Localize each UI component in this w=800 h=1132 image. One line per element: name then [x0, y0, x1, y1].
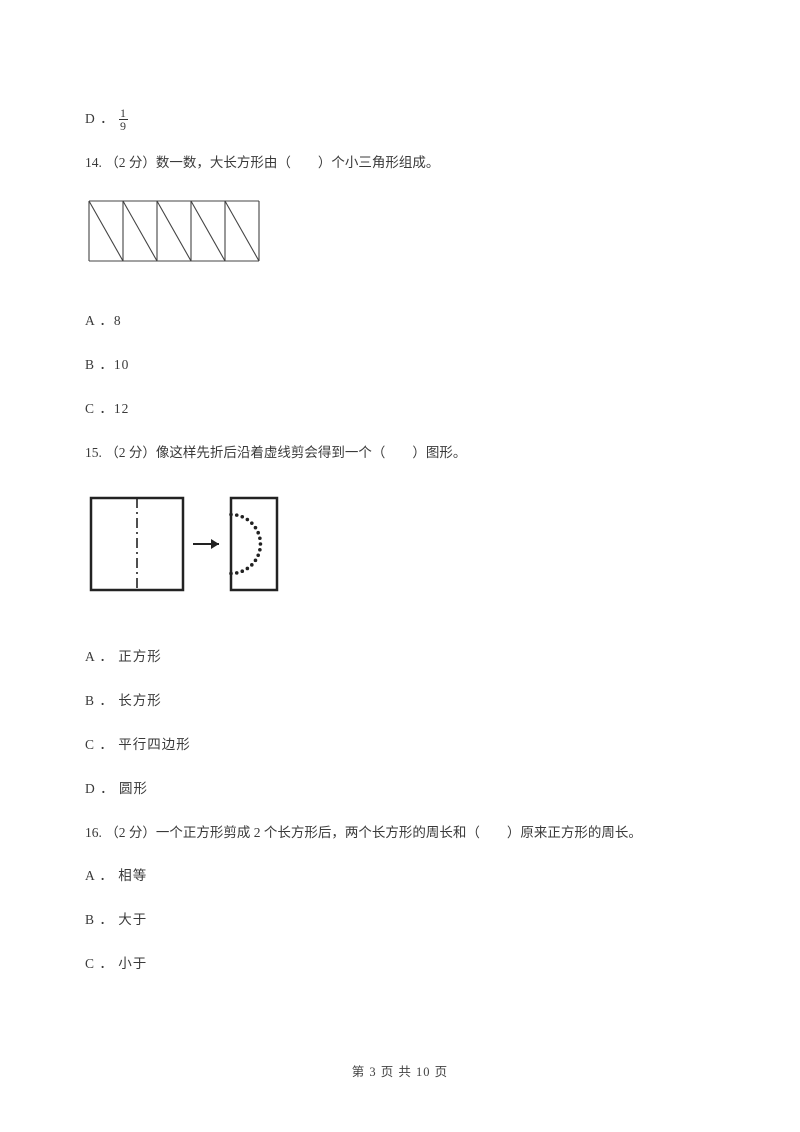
fraction-denominator: 9	[119, 120, 128, 132]
q14-option-c: C ．12	[85, 390, 715, 428]
q16-option-a: A ． 相等	[85, 857, 715, 895]
q15-option-b: B ． 长方形	[85, 682, 715, 720]
q15-figure	[85, 488, 715, 615]
q15-option-a: A ． 正方形	[85, 638, 715, 676]
option-d-prefix: D ．	[85, 111, 115, 126]
q15-option-c: C ． 平行四边形	[85, 726, 715, 764]
q14-figure	[85, 198, 715, 279]
fraction-1-9: 1 9	[119, 107, 128, 132]
page-footer: 第 3 页 共 10 页	[0, 1055, 800, 1090]
q14-option-a: A ．8	[85, 302, 715, 340]
q15-fold-svg	[85, 488, 305, 600]
prev-q-option-d: D ． 1 9	[85, 100, 715, 138]
q15-stem: 15. （2 分）像这样先折后沿着虚线剪会得到一个（ ）图形。	[85, 434, 715, 472]
q14-triangles-svg	[85, 198, 263, 264]
q16-option-c: C ． 小于	[85, 945, 715, 983]
q14-option-b: B ．10	[85, 346, 715, 384]
q16-stem: 16. （2 分）一个正方形剪成 2 个长方形后，两个长方形的周长和（ ）原来正…	[85, 814, 715, 852]
q14-stem: 14. （2 分）数一数，大长方形由（ ）个小三角形组成。	[85, 144, 715, 182]
q15-option-d: D ． 圆形	[85, 770, 715, 808]
q16-option-b: B ． 大于	[85, 901, 715, 939]
